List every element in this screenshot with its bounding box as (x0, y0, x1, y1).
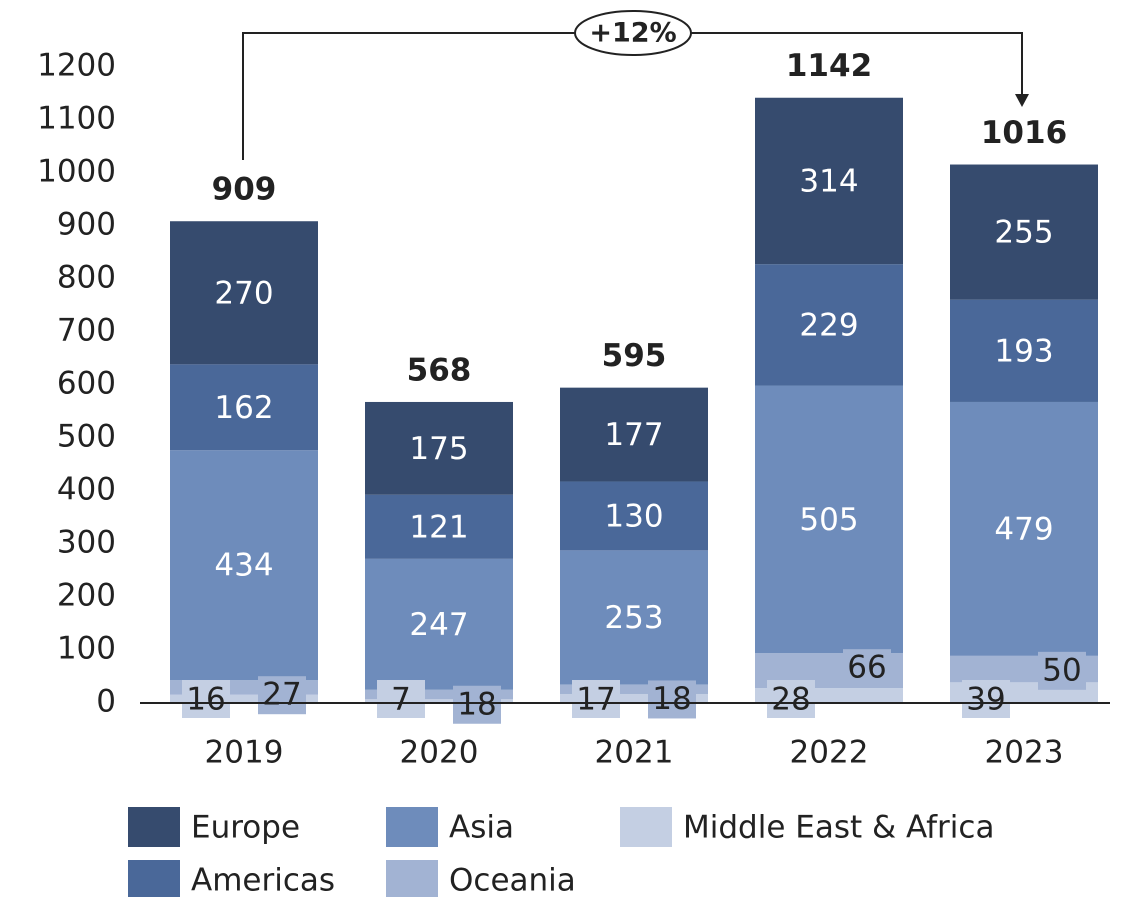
value-label: 18 (457, 686, 496, 722)
total-label: 568 (407, 352, 472, 388)
value-label: 505 (799, 502, 858, 538)
annotation-bubble (574, 10, 692, 56)
value-label: 434 (214, 548, 273, 584)
value-label: 255 (994, 215, 1053, 251)
label-box (377, 680, 425, 718)
bar-segment (560, 481, 708, 551)
bar-segment (560, 387, 708, 482)
y-tick-label: 1100 (37, 101, 116, 137)
y-tick-label: 200 (57, 578, 116, 614)
value-label: 17 (576, 682, 615, 718)
value-label: 314 (799, 163, 858, 199)
value-label: 27 (262, 677, 301, 713)
value-label: 253 (604, 600, 663, 636)
legend-label: Middle East & Africa (683, 810, 994, 846)
value-label: 18 (652, 681, 691, 717)
bar-segment (950, 299, 1098, 402)
bar-segment (170, 694, 318, 703)
annotation: +12% (589, 18, 676, 49)
y-tick-label: 500 (57, 419, 116, 455)
bar-segment (560, 693, 708, 703)
value-label: 7 (391, 682, 411, 718)
value-label: 121 (409, 509, 468, 545)
value-label: 270 (214, 275, 273, 311)
legend-label: Oceania (449, 863, 576, 897)
legend-label: Americas (191, 863, 335, 897)
y-tick-label: 300 (57, 525, 116, 561)
bar-segment (365, 689, 513, 700)
total-label: 595 (602, 338, 667, 374)
label-box (648, 680, 696, 719)
legend-swatch (128, 860, 180, 897)
y-tick-label: 800 (57, 260, 116, 296)
bar-segment (170, 450, 318, 681)
value-label: 66 (847, 650, 886, 686)
total-label: 909 (212, 172, 277, 208)
y-tick-label: 1200 (37, 48, 116, 84)
annotation-arrow (1015, 94, 1029, 107)
y-tick-label: 0 (96, 684, 116, 720)
bar-segment (950, 164, 1098, 300)
bar-segment (560, 550, 708, 685)
legend-label: Asia (449, 810, 514, 846)
legend-swatch (128, 807, 180, 847)
y-tick-label: 700 (57, 313, 116, 349)
label-box (453, 685, 501, 724)
total-label: 1142 (786, 48, 872, 84)
legend-label: Europe (191, 810, 300, 846)
bar-segment (365, 401, 513, 495)
bar-segment (365, 699, 513, 703)
bar-segment (755, 97, 903, 265)
legend-swatch (386, 807, 438, 847)
value-label: 162 (214, 390, 273, 426)
x-tick-label: 2020 (400, 735, 479, 771)
y-tick-label: 900 (57, 207, 116, 243)
value-label: 16 (186, 682, 225, 718)
label-box (572, 680, 620, 718)
value-label: 479 (994, 511, 1053, 547)
bar-segment (560, 684, 708, 694)
y-tick-label: 1000 (37, 154, 116, 190)
x-tick-label: 2022 (790, 735, 869, 771)
value-label: 229 (799, 307, 858, 343)
value-label: 193 (994, 333, 1053, 369)
label-box (843, 649, 891, 688)
value-label: 177 (604, 417, 663, 453)
y-tick-label: 600 (57, 366, 116, 402)
value-label: 39 (966, 682, 1005, 718)
legend-swatch (620, 807, 672, 847)
value-label: 130 (604, 498, 663, 534)
x-tick-label: 2019 (205, 735, 284, 771)
value-label: 247 (409, 607, 468, 643)
bar-segment (755, 385, 903, 654)
value-label: 28 (771, 682, 810, 718)
label-box (1038, 651, 1086, 690)
bar-segment (170, 364, 318, 451)
value-label: 50 (1042, 652, 1081, 688)
total-label: 1016 (981, 115, 1067, 151)
bar-segment (365, 494, 513, 559)
label-box (182, 680, 230, 718)
legend-swatch (386, 860, 438, 897)
bar-segment (755, 264, 903, 386)
label-box (258, 676, 306, 715)
y-tick-label: 400 (57, 472, 116, 508)
bar-segment (950, 401, 1098, 656)
bar-segment (365, 558, 513, 690)
y-tick-label: 100 (57, 631, 116, 667)
value-label: 175 (409, 431, 468, 467)
x-tick-label: 2021 (595, 735, 674, 771)
label-box (767, 680, 815, 718)
bar-segment (170, 221, 318, 365)
x-tick-label: 2023 (985, 735, 1064, 771)
label-box (962, 680, 1010, 718)
